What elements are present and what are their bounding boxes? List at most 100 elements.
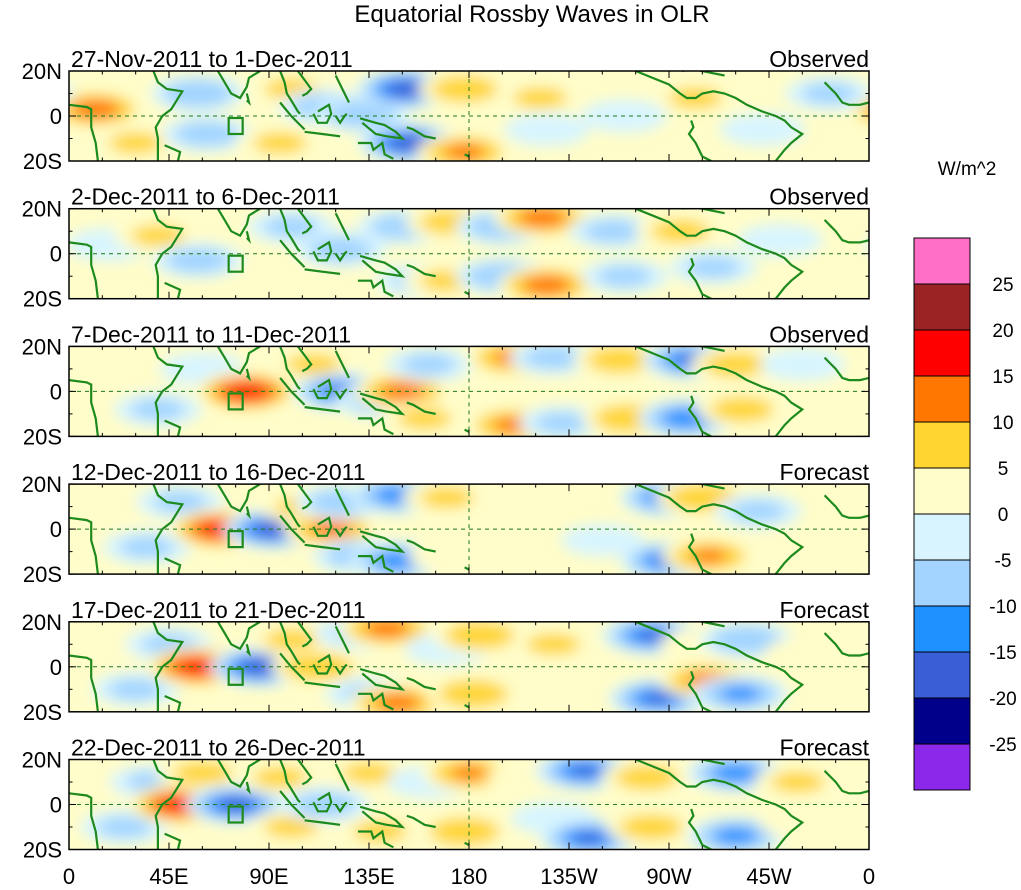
olr-anomaly	[445, 621, 515, 649]
olr-anomaly	[597, 265, 652, 287]
colorbar-level-label: -10	[989, 597, 1016, 618]
coastline	[164, 419, 182, 437]
panel-status: Forecast	[780, 597, 870, 623]
coastline	[687, 808, 712, 850]
y-tick-label: 20S	[23, 838, 62, 863]
olr-anomaly	[584, 219, 643, 243]
panel: 20N 0 20S 27-Nov-2011 to 1-Dec-2011 Observed	[0, 46, 920, 174]
coastline	[359, 117, 406, 141]
coastline	[279, 652, 306, 682]
colorbar-swatch	[913, 329, 971, 377]
coastline	[682, 759, 725, 766]
coastline	[823, 81, 869, 106]
olr-anomaly	[0, 531, 55, 563]
panels: 20N 0 20S 27-Nov-2011 to 1-Dec-2011 Observed…	[0, 46, 969, 863]
coastline	[687, 257, 712, 299]
coastline	[245, 93, 252, 107]
coastline	[406, 401, 436, 415]
y-tick-label: 20N	[22, 748, 62, 773]
olr-anomaly	[898, 817, 952, 838]
olr-anomaly	[0, 113, 5, 146]
coastline	[69, 792, 99, 850]
coastline	[334, 763, 350, 792]
coastline	[304, 543, 341, 551]
y-tick-label: 0	[50, 379, 62, 404]
panel-date-range: 7-Dec-2011 to 11-Dec-2011	[71, 321, 351, 347]
y-tick-label: 0	[50, 655, 62, 680]
coastline	[297, 208, 313, 235]
olr-anomaly	[429, 817, 500, 846]
coastline	[304, 130, 341, 138]
olr-anomaly	[713, 827, 758, 845]
panel: 20N 0 20S 17-Dec-2011 to 21-Dec-2011 Forecas…	[0, 597, 870, 725]
coastline	[312, 378, 333, 400]
panel-status: Observed	[769, 321, 869, 347]
region-box	[227, 805, 244, 824]
colorbar-label: W/m^2	[938, 159, 997, 180]
y-tick-label: 20S	[23, 562, 62, 587]
colorbar-level-label: 10	[992, 413, 1013, 434]
coastline	[245, 781, 252, 795]
olr-anomaly	[397, 407, 452, 429]
coastline	[635, 621, 805, 712]
coastline	[334, 488, 350, 517]
coastline	[823, 494, 869, 519]
coastline	[245, 368, 252, 382]
olr-anomaly	[737, 223, 823, 257]
region-box	[227, 529, 244, 549]
colorbar-swatch	[913, 743, 971, 791]
olr-anomaly	[438, 680, 509, 708]
coastline	[357, 278, 394, 298]
olr-anomaly	[872, 100, 920, 119]
coastline	[312, 516, 333, 537]
coastline	[334, 350, 350, 379]
coastline	[297, 484, 313, 510]
coastline	[635, 71, 805, 161]
coastline	[687, 670, 712, 712]
coastline	[357, 416, 394, 436]
x-tick-label: 90W	[646, 864, 691, 889]
colorbar-level-label: -25	[989, 735, 1016, 756]
olr-anomaly	[264, 816, 319, 838]
olr-anomaly	[97, 816, 152, 838]
olr-anomaly	[691, 549, 727, 564]
coastline	[334, 388, 348, 401]
coastline	[823, 356, 869, 382]
colorbar-level-label: -15	[989, 643, 1016, 664]
olr-anomaly	[571, 765, 599, 776]
y-tick-label: 20N	[22, 610, 62, 635]
olr-anomaly	[172, 761, 232, 785]
colorbar: 25 20 15 10 5 0 -5 -10 -15 -20 -25	[913, 237, 1017, 791]
olr-anomaly	[881, 810, 969, 844]
coastline	[279, 377, 306, 406]
coastline	[152, 208, 185, 299]
olr-anomaly	[522, 275, 571, 295]
y-tick-label: 20S	[23, 424, 62, 449]
coastline	[334, 526, 348, 538]
olr-anomaly	[431, 76, 498, 102]
coastline	[216, 759, 261, 788]
panel-date-range: 12-Dec-2011 to 16-Dec-2011	[71, 459, 366, 485]
olr-anomaly	[108, 678, 163, 700]
olr-anomaly	[119, 536, 174, 558]
olr-anomaly	[166, 248, 230, 273]
olr-anomaly	[781, 255, 868, 289]
olr-anomaly	[0, 637, 49, 670]
coastline	[304, 406, 341, 413]
coastline	[823, 770, 869, 795]
coastline	[357, 141, 394, 160]
olr-anomaly	[286, 353, 341, 375]
olr-anomaly	[586, 346, 654, 373]
panel: 20N 0 20S 7-Dec-2011 to 11-Dec-2011 Observed	[22, 321, 870, 449]
olr-anomaly	[70, 489, 157, 524]
colorbar-swatch	[913, 375, 971, 423]
colorbar-swatch	[913, 697, 971, 745]
coastline	[687, 120, 712, 161]
olr-anomaly	[504, 112, 590, 147]
coastline	[152, 346, 185, 437]
olr-anomaly	[504, 663, 590, 697]
colorbar-swatch	[913, 283, 971, 331]
olr-anomaly	[513, 87, 568, 109]
coastline	[216, 71, 261, 100]
olr-anomaly	[253, 767, 308, 788]
